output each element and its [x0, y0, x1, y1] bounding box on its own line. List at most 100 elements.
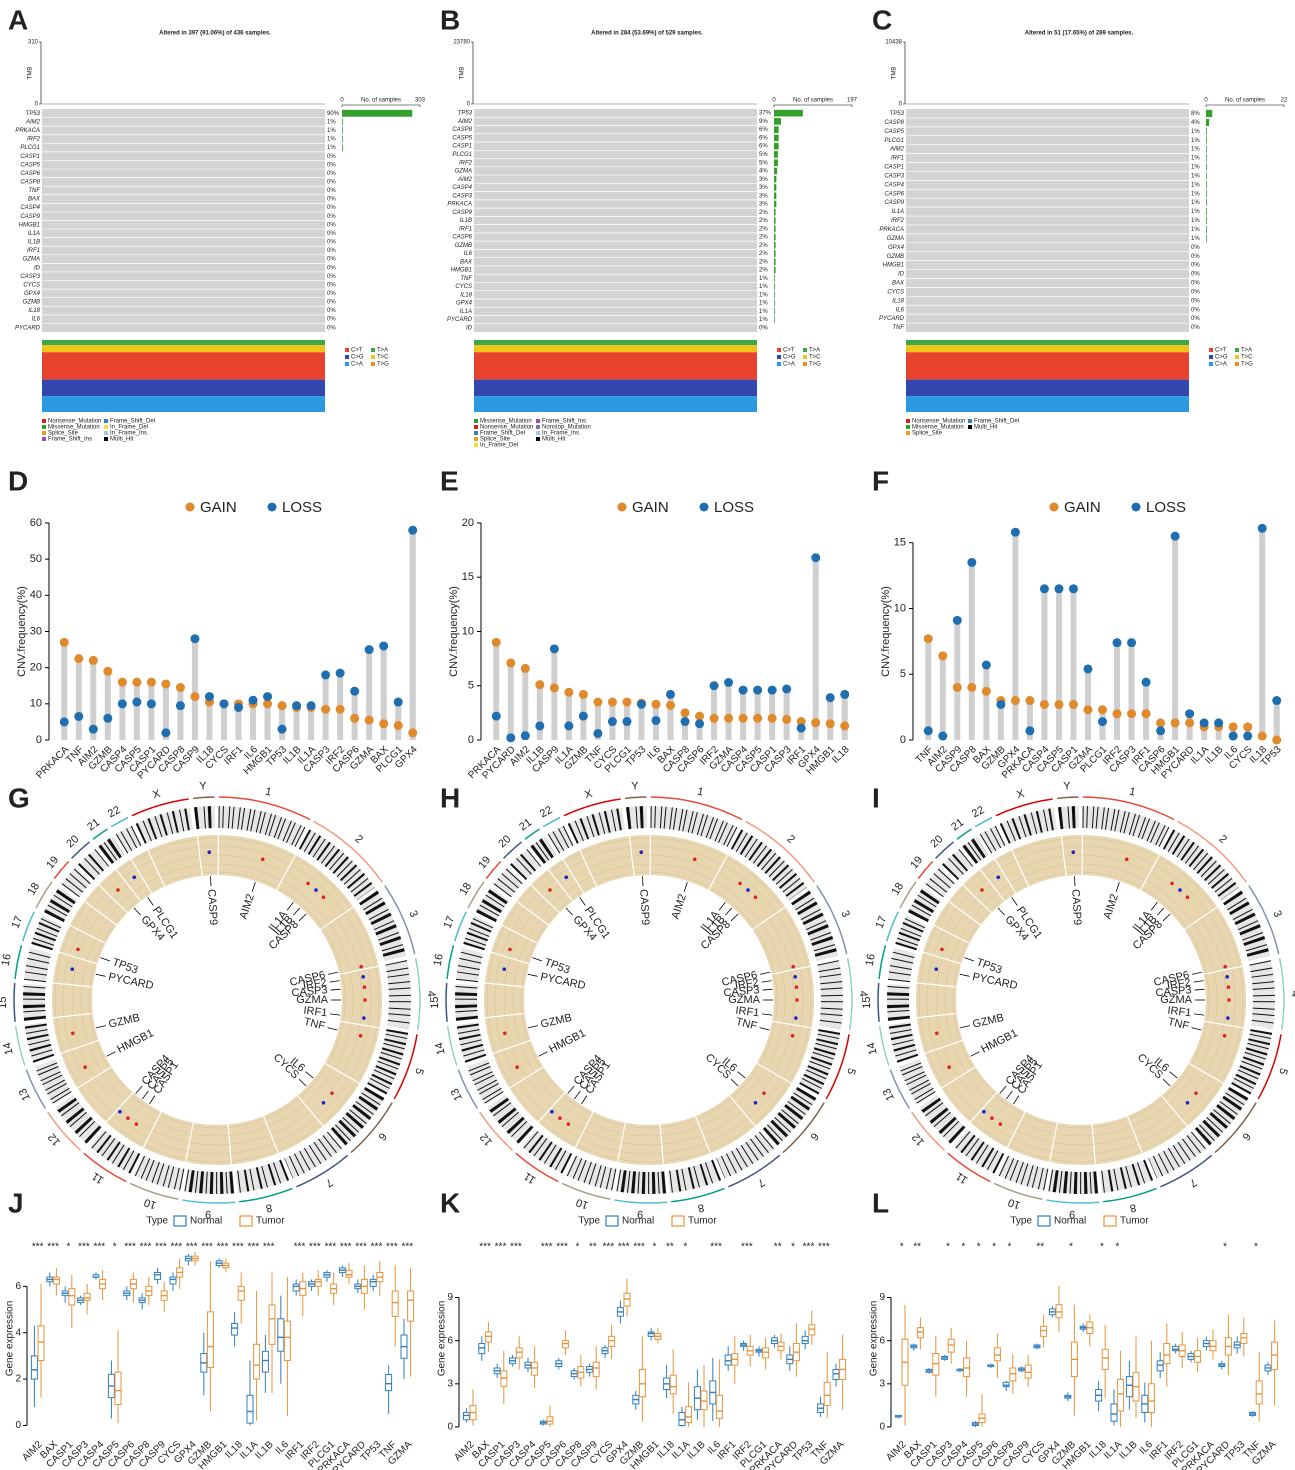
chromosome-arc: [1248, 885, 1280, 955]
chromosome-arc: [25, 1069, 47, 1109]
box-body: [52, 1276, 60, 1285]
chromosome-bands: [521, 1129, 573, 1174]
chromosome-label: 14: [1, 1041, 15, 1056]
chromosome-label: 4: [857, 991, 869, 997]
chromosome-separator: [147, 849, 166, 887]
legend-label: LOSS: [714, 499, 754, 516]
chromosome-arc: [624, 796, 647, 800]
mutation-legend-label: Multi_Hit: [110, 437, 134, 443]
legend-label: GAIN: [1064, 499, 1101, 516]
x-tick-label: IL1B: [1117, 1439, 1140, 1462]
cnv-point: [564, 687, 574, 697]
box-body: [993, 1347, 1001, 1362]
chromosome-bands: [887, 983, 911, 1021]
cnv-point: [549, 644, 559, 654]
chromosome-bands: [455, 983, 479, 1021]
panel-letter: A: [8, 4, 28, 35]
chromosome-bands: [942, 848, 974, 881]
gene-leader: [737, 1071, 746, 1079]
chromosome-label: 2: [1216, 833, 1229, 846]
cnv-point: [1272, 696, 1282, 706]
oncoplot-title: Altered in 397 (91.06%) of 436 samples.: [159, 31, 271, 37]
chromosome-ideogram: [1082, 806, 1170, 848]
gene-label: TNF: [1167, 1016, 1191, 1033]
chromosome-separator: [1126, 1115, 1143, 1154]
chromosome-arc: [1056, 796, 1079, 800]
percent-label: 0%: [1191, 254, 1200, 260]
percent-label: 0%: [327, 205, 336, 211]
chromosome-separator: [729, 1095, 756, 1127]
mutation-legend-key: [42, 431, 46, 435]
gene-label: CASP3: [884, 173, 904, 179]
spectrum-legend-key: [777, 348, 781, 352]
chromosome-bands: [463, 915, 495, 951]
ring-grid: [935, 854, 1227, 1146]
cnv-point: [738, 713, 748, 723]
gene-label: PYCARD: [447, 317, 473, 323]
cnv-point: [1010, 527, 1020, 537]
gene-label: IL6: [896, 307, 905, 313]
chromosome-separator: [77, 1066, 112, 1089]
cnv-point: [535, 721, 545, 731]
gene-label: CASP9: [884, 200, 904, 206]
chromosome-label: 16: [432, 953, 446, 967]
chromosome-arc: [384, 885, 416, 955]
significance-label: *: [1254, 1242, 1258, 1253]
chromosome-label: 5: [1276, 1066, 1289, 1076]
panel-letter: F: [872, 465, 889, 496]
chromosome-ideogram: [817, 960, 843, 1029]
cnv-point: [967, 557, 977, 567]
chromosome-bands: [358, 890, 406, 962]
box-body: [407, 1290, 415, 1322]
box-body: [83, 1292, 91, 1301]
percent-label: 1%: [327, 128, 336, 134]
gene-marker: [998, 1122, 1003, 1126]
chromosome-arc: [485, 860, 502, 880]
gene-label: CYCS: [23, 282, 40, 288]
gene-leader: [1162, 1078, 1171, 1087]
cnv-point: [1228, 731, 1238, 741]
chromosome-bands: [567, 807, 626, 844]
gene-label: HMGB1: [115, 1027, 155, 1055]
chromosome-ideogram: [521, 1129, 573, 1174]
spectrum-legend-label: C>A: [783, 362, 795, 368]
box-body: [1101, 1348, 1109, 1370]
chromosome-arc: [956, 828, 972, 840]
cnv-point: [680, 708, 690, 718]
percent-label: 1%: [1191, 191, 1200, 197]
significance-label: ***: [371, 1242, 383, 1253]
y-tick-label: 2: [15, 1374, 21, 1385]
box-body: [685, 1406, 693, 1424]
percent-label: 0%: [327, 171, 336, 177]
gene-marker: [1124, 857, 1129, 862]
chromosome-arc: [825, 1034, 850, 1100]
cnv-point: [549, 683, 559, 693]
y-tick-label: 9: [879, 1292, 885, 1303]
cnv-point: [1185, 709, 1195, 719]
spectrum-legend-label: T>C: [1241, 355, 1253, 361]
cnv-point: [146, 699, 156, 709]
cnv-point: [1127, 638, 1137, 648]
mutation-matrix: [474, 109, 757, 332]
gene-label: CASP5: [884, 129, 904, 135]
box-body: [932, 1353, 940, 1376]
percent-label: 3%: [759, 185, 768, 191]
cnv-point: [1112, 709, 1122, 719]
chromosome-arc: [974, 816, 993, 828]
mutation-legend-key: [104, 419, 108, 423]
gene-marker: [980, 888, 984, 892]
y-tick-label: 5: [900, 668, 906, 680]
chromosome-label: 4: [1289, 991, 1295, 997]
chromosome-arc: [993, 1182, 1043, 1201]
percent-label: 1%: [327, 119, 336, 125]
percent-label: 4%: [1191, 120, 1200, 126]
chromosome-separator: [916, 1012, 957, 1019]
gene-marker: [793, 975, 797, 979]
gene-label: ID: [34, 265, 41, 271]
chromosome-arc: [1257, 1034, 1282, 1100]
frequency-bar: [774, 208, 776, 216]
chromosome-bands: [799, 1028, 841, 1095]
y-axis-label: Gene expression: [437, 1301, 448, 1377]
percent-label: 2%: [759, 259, 768, 265]
cnv-point: [263, 692, 273, 702]
